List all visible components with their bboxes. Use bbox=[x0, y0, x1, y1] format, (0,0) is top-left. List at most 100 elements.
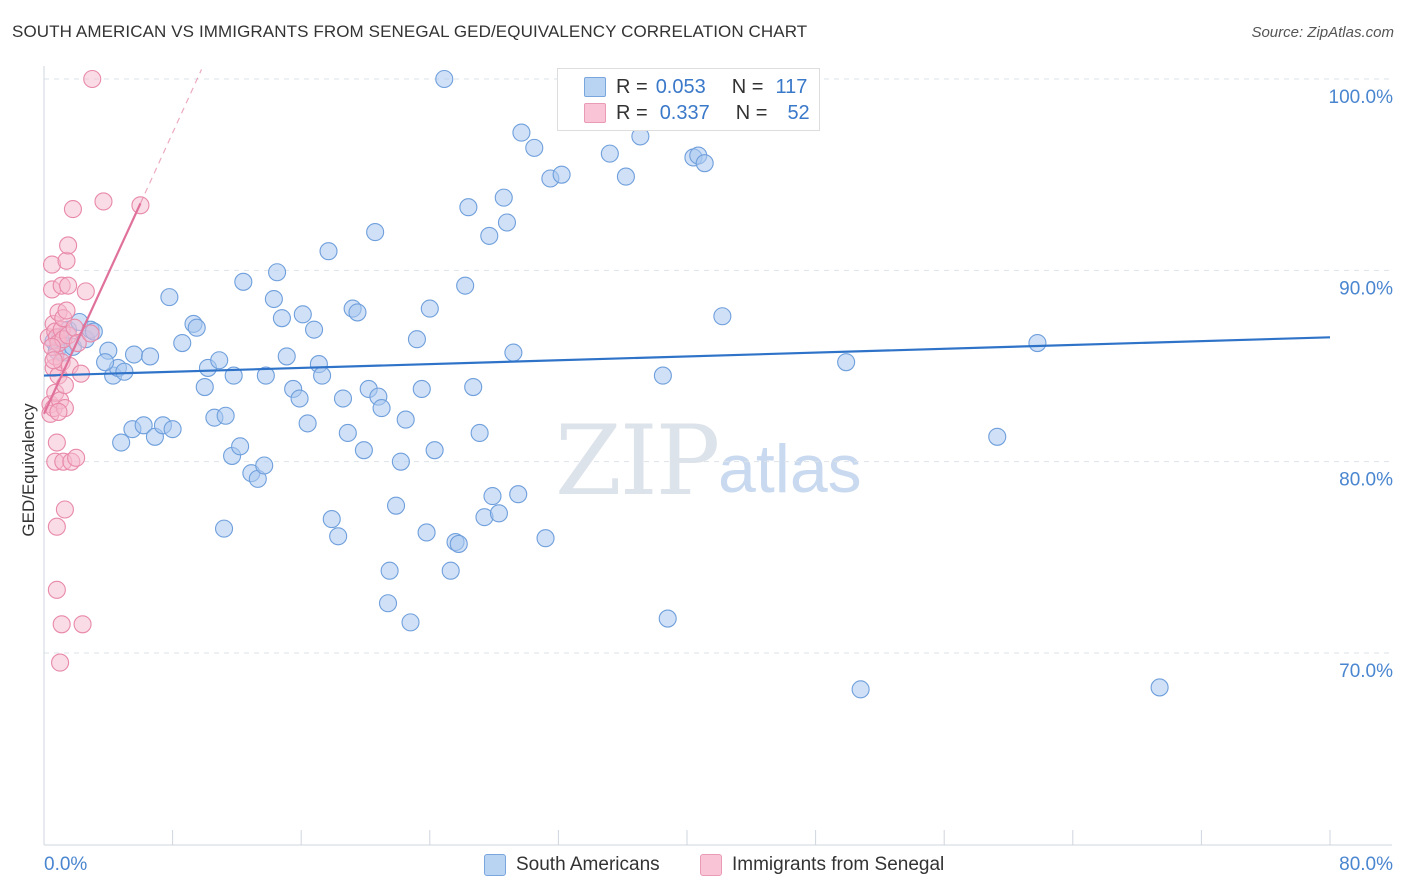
trend-extension-senegal bbox=[139, 69, 203, 204]
y-tick-label: 80.0% bbox=[1339, 470, 1393, 491]
point-south-americans bbox=[509, 485, 528, 504]
point-senegal bbox=[47, 580, 66, 599]
point-south-americans bbox=[695, 154, 714, 173]
point-south-americans bbox=[272, 309, 291, 328]
point-south-americans bbox=[512, 123, 531, 142]
point-south-americans bbox=[124, 345, 144, 364]
point-south-americans bbox=[378, 594, 398, 613]
point-south-americans bbox=[354, 441, 373, 460]
point-south-americans bbox=[163, 420, 182, 439]
grid-lines bbox=[44, 78, 1392, 654]
point-south-americans bbox=[483, 487, 502, 506]
legend-item-south-americans: South Americans bbox=[484, 851, 660, 879]
point-senegal bbox=[57, 251, 76, 270]
legend-n-label: N = bbox=[735, 101, 768, 124]
point-south-americans bbox=[489, 504, 508, 523]
point-south-americans bbox=[290, 389, 309, 408]
point-south-americans bbox=[372, 399, 391, 418]
point-south-americans bbox=[195, 377, 214, 397]
point-south-americans bbox=[115, 362, 134, 381]
y-axis-label: GED/Equivalency bbox=[19, 403, 38, 537]
point-south-americans bbox=[480, 226, 499, 245]
point-south-americans bbox=[141, 347, 160, 366]
point-south-americans bbox=[322, 510, 341, 529]
point-south-americans bbox=[319, 242, 338, 261]
point-senegal bbox=[47, 517, 66, 536]
point-south-americans bbox=[713, 307, 732, 326]
watermark-zip: ZIP bbox=[555, 405, 720, 517]
point-senegal bbox=[81, 324, 100, 343]
point-senegal bbox=[76, 282, 95, 301]
south-americans-points bbox=[44, 69, 1169, 699]
point-senegal bbox=[73, 615, 92, 634]
point-south-americans bbox=[525, 138, 544, 157]
x-tick-label-min: 0.0% bbox=[44, 854, 87, 875]
point-senegal bbox=[59, 236, 78, 255]
trend-line-south-americans bbox=[43, 336, 1331, 377]
point-senegal bbox=[83, 69, 102, 89]
trend-line-senegal bbox=[43, 202, 142, 415]
point-south-americans bbox=[348, 303, 367, 322]
point-south-americans bbox=[449, 534, 468, 553]
point-south-americans bbox=[293, 305, 312, 324]
y-tick-label: 90.0% bbox=[1339, 278, 1393, 299]
point-south-americans bbox=[988, 427, 1007, 446]
point-south-americans bbox=[1150, 678, 1169, 697]
point-senegal bbox=[94, 192, 113, 211]
point-south-americans bbox=[851, 680, 870, 699]
point-south-americans bbox=[401, 613, 420, 632]
point-south-americans bbox=[504, 343, 523, 362]
point-south-americans bbox=[134, 416, 153, 435]
point-south-americans bbox=[234, 272, 253, 291]
point-south-americans bbox=[160, 288, 179, 307]
point-south-americans bbox=[435, 69, 454, 89]
point-south-americans bbox=[338, 423, 357, 443]
point-south-americans bbox=[305, 320, 324, 339]
legend-label-south-americans: South Americans bbox=[516, 854, 660, 875]
point-south-americans bbox=[459, 198, 478, 217]
point-south-americans bbox=[1028, 333, 1047, 353]
point-south-americans bbox=[658, 609, 677, 628]
point-south-americans bbox=[420, 299, 439, 318]
legend-n-label: N = bbox=[731, 75, 764, 98]
point-south-americans bbox=[837, 353, 856, 372]
legend-r-value: 0.053 bbox=[655, 75, 706, 98]
point-south-americans bbox=[464, 377, 483, 397]
point-south-americans bbox=[653, 366, 672, 385]
point-south-americans bbox=[494, 188, 513, 207]
point-south-americans bbox=[216, 406, 235, 425]
point-south-americans bbox=[391, 452, 410, 471]
point-south-americans bbox=[470, 423, 489, 443]
point-senegal bbox=[51, 653, 70, 672]
legend-r-value: 0.337 bbox=[659, 101, 710, 124]
point-senegal bbox=[55, 500, 74, 519]
point-senegal bbox=[59, 276, 78, 295]
y-tick-label: 70.0% bbox=[1339, 661, 1393, 682]
legend-swatch-pink bbox=[700, 854, 722, 876]
point-south-americans bbox=[96, 353, 115, 372]
x-tick-label-max: 80.0% bbox=[1339, 854, 1393, 875]
trend-lines bbox=[43, 69, 1331, 415]
point-south-americans bbox=[112, 433, 131, 452]
point-south-americans bbox=[425, 441, 444, 460]
point-senegal bbox=[57, 301, 76, 320]
point-south-americans bbox=[552, 165, 571, 184]
point-south-americans bbox=[255, 456, 274, 475]
point-south-americans bbox=[329, 527, 348, 546]
legend-swatch-blue bbox=[484, 854, 506, 876]
point-south-americans bbox=[441, 561, 460, 580]
point-senegal bbox=[63, 200, 82, 219]
point-south-americans bbox=[224, 366, 243, 385]
point-senegal bbox=[49, 402, 68, 421]
legend-swatch-pink bbox=[584, 103, 606, 123]
point-south-americans bbox=[497, 213, 517, 232]
source-credit: Source: ZipAtlas.com bbox=[1251, 24, 1394, 41]
point-south-americans bbox=[187, 318, 206, 337]
legend-r-label: R = bbox=[616, 75, 648, 98]
point-senegal bbox=[47, 433, 66, 452]
point-south-americans bbox=[268, 263, 287, 282]
point-south-americans bbox=[456, 276, 475, 295]
legend-n-value: 117 bbox=[775, 75, 808, 98]
legend-r-label: R = bbox=[616, 101, 648, 124]
point-south-americans bbox=[417, 523, 436, 542]
